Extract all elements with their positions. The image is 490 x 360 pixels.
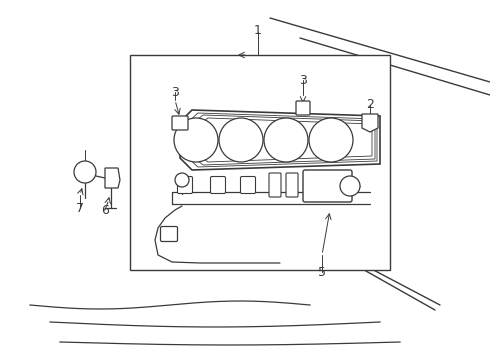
Circle shape bbox=[340, 176, 360, 196]
Polygon shape bbox=[105, 168, 120, 188]
FancyBboxPatch shape bbox=[211, 176, 225, 194]
Text: 2: 2 bbox=[366, 99, 374, 112]
FancyBboxPatch shape bbox=[286, 173, 298, 197]
FancyBboxPatch shape bbox=[161, 226, 177, 242]
Circle shape bbox=[219, 118, 263, 162]
Circle shape bbox=[264, 118, 308, 162]
FancyBboxPatch shape bbox=[296, 101, 310, 115]
FancyBboxPatch shape bbox=[177, 176, 193, 194]
Circle shape bbox=[74, 161, 96, 183]
Text: 5: 5 bbox=[318, 266, 326, 279]
Circle shape bbox=[174, 118, 218, 162]
Text: 4: 4 bbox=[159, 229, 167, 242]
Polygon shape bbox=[362, 114, 378, 132]
FancyBboxPatch shape bbox=[172, 116, 188, 130]
Text: 7: 7 bbox=[76, 202, 84, 215]
FancyBboxPatch shape bbox=[303, 170, 352, 202]
Polygon shape bbox=[180, 110, 380, 170]
Circle shape bbox=[175, 173, 189, 187]
FancyBboxPatch shape bbox=[241, 176, 255, 194]
Text: 6: 6 bbox=[101, 203, 109, 216]
Text: 1: 1 bbox=[254, 23, 262, 36]
FancyBboxPatch shape bbox=[269, 173, 281, 197]
Text: 3: 3 bbox=[171, 85, 179, 99]
Bar bbox=[130, 55, 390, 270]
Text: 3: 3 bbox=[299, 73, 307, 86]
Circle shape bbox=[309, 118, 353, 162]
